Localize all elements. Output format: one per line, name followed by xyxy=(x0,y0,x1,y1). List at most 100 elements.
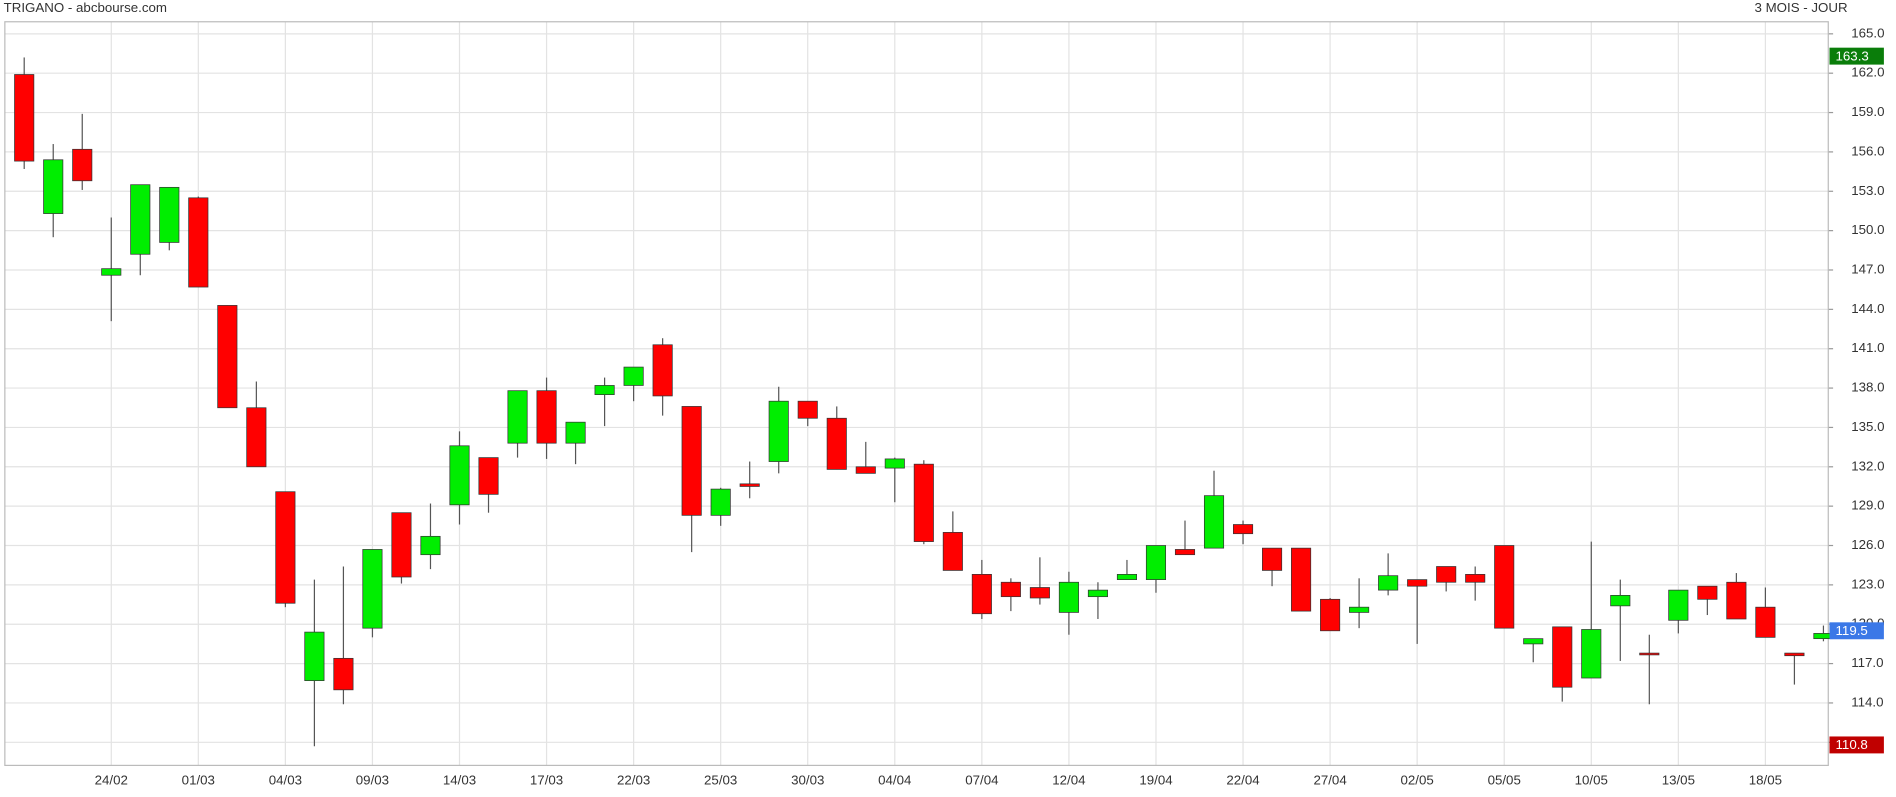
candle-body xyxy=(246,407,267,468)
candle-body xyxy=(420,535,441,556)
candle-body xyxy=(594,385,615,395)
x-tick-label: 17/03 xyxy=(530,773,563,788)
candle-body xyxy=(681,406,702,516)
candle-body xyxy=(1639,652,1660,656)
candle-body xyxy=(130,184,151,255)
price-marker-label: 163.3 xyxy=(1836,48,1869,63)
price-marker xyxy=(1829,47,1884,65)
candle-body xyxy=(855,466,876,474)
x-tick-label: 14/03 xyxy=(443,773,476,788)
candle-body xyxy=(826,417,847,470)
x-tick-label: 30/03 xyxy=(791,773,824,788)
chart-subtitle: 3 MOIS - JOUR xyxy=(1755,0,1848,15)
x-tick-label: 25/03 xyxy=(704,773,737,788)
candle-body xyxy=(652,344,673,397)
candle-body xyxy=(14,74,35,162)
candle-body xyxy=(710,488,731,516)
candle-body xyxy=(449,445,470,506)
candle-body xyxy=(797,400,818,419)
x-tick-label: 27/04 xyxy=(1313,773,1346,788)
y-tick-label: 123.0 xyxy=(1851,576,1884,591)
y-tick-label: 150.0 xyxy=(1851,222,1884,237)
price-marker xyxy=(1829,736,1884,754)
candle-body xyxy=(1232,524,1254,535)
y-tick-label: 129.0 xyxy=(1851,498,1884,513)
candle-body xyxy=(623,366,644,386)
candle-body xyxy=(1523,638,1544,645)
candle-body xyxy=(1203,495,1225,549)
y-tick-label: 156.0 xyxy=(1851,143,1884,158)
candle-body xyxy=(1465,574,1486,583)
y-tick-label: 138.0 xyxy=(1851,380,1884,395)
candle-body xyxy=(1320,598,1341,632)
chart-title: TRIGANO - abcbourse.com xyxy=(4,0,167,15)
price-marker-label: 119.5 xyxy=(1836,623,1868,638)
plot-frame xyxy=(4,21,1829,767)
candle-body xyxy=(333,657,354,691)
x-tick-label: 09/03 xyxy=(356,773,389,788)
candle-body xyxy=(1610,595,1631,607)
candle-body xyxy=(1726,581,1747,620)
candle-body xyxy=(1262,547,1283,571)
candle-body xyxy=(362,549,383,629)
y-tick-label: 114.0 xyxy=(1851,694,1883,709)
candle-body xyxy=(1697,585,1718,600)
x-tick-label: 05/05 xyxy=(1488,773,1521,788)
x-tick-label: 07/04 xyxy=(965,773,998,788)
candle-body xyxy=(1494,545,1515,629)
x-tick-label: 12/04 xyxy=(1052,773,1085,788)
candle-body xyxy=(1784,652,1805,657)
candle-body xyxy=(1378,575,1399,591)
candle-body xyxy=(1668,589,1689,621)
candle-body xyxy=(1087,589,1108,598)
candle-body xyxy=(1349,606,1370,613)
x-tick-label: 02/05 xyxy=(1401,773,1434,788)
candle-body xyxy=(565,421,586,444)
candle-body xyxy=(971,574,992,615)
candle-body xyxy=(942,532,963,571)
candle-body xyxy=(507,390,528,444)
x-tick-label: 18/05 xyxy=(1749,773,1782,788)
candle-body xyxy=(1145,545,1167,580)
y-tick-label: 132.0 xyxy=(1851,458,1884,473)
y-tick-label: 126.0 xyxy=(1851,537,1884,552)
x-tick-label: 22/03 xyxy=(617,773,650,788)
candle-body xyxy=(1581,629,1602,679)
candle-body xyxy=(739,483,760,487)
y-tick-label: 162.0 xyxy=(1851,65,1884,80)
candle-body xyxy=(1000,581,1021,598)
y-tick-label: 153.0 xyxy=(1851,183,1884,198)
y-tick-label: 117.0 xyxy=(1851,655,1883,670)
candle-body xyxy=(1174,549,1196,556)
candle-body xyxy=(188,197,209,288)
candle-body xyxy=(1291,547,1312,612)
y-tick-label: 135.0 xyxy=(1851,419,1884,434)
candle-body xyxy=(1116,574,1137,580)
x-tick-label: 04/03 xyxy=(269,773,302,788)
candle-body xyxy=(1407,579,1428,587)
y-tick-label: 159.0 xyxy=(1851,104,1884,119)
candles xyxy=(14,57,1834,747)
x-tick-label: 01/03 xyxy=(182,773,215,788)
candle-body xyxy=(1436,566,1457,583)
candle-body xyxy=(1552,626,1573,688)
y-tick-label: 147.0 xyxy=(1851,262,1884,277)
candle-body xyxy=(536,390,557,444)
price-marker xyxy=(1829,622,1884,640)
candle-body xyxy=(768,400,789,462)
y-tick-label: 141.0 xyxy=(1851,340,1884,355)
candle-body xyxy=(304,631,325,682)
x-tick-label: 24/02 xyxy=(95,773,128,788)
x-tick-label: 19/04 xyxy=(1139,773,1172,788)
candle-body xyxy=(913,463,934,542)
candle-body xyxy=(1058,581,1079,613)
candle-body xyxy=(275,491,296,604)
x-tick-label: 10/05 xyxy=(1575,773,1608,788)
candle-body xyxy=(72,148,93,182)
price-marker-label: 110.8 xyxy=(1836,737,1868,752)
candle-body xyxy=(159,186,180,243)
candle-body xyxy=(478,457,499,495)
